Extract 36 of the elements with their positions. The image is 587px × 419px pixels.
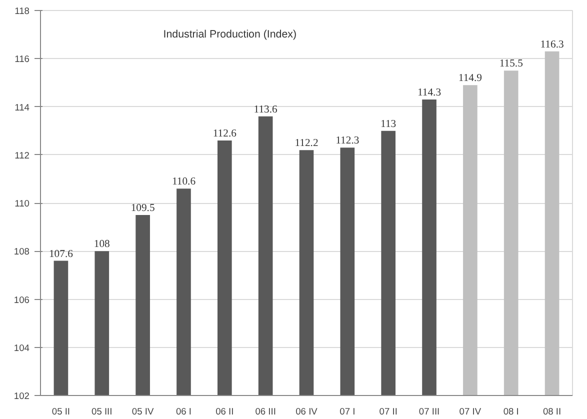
y-tick-label: 104 (14, 342, 30, 353)
data-label: 113 (380, 118, 396, 130)
x-tick-label: 08 I (503, 406, 519, 416)
x-tick-label: 07 II (379, 406, 398, 416)
x-tick-label: 05 II (52, 406, 70, 416)
data-label: 114.3 (417, 88, 442, 99)
data-label: 109.5 (130, 203, 155, 214)
x-tick-label: 06 II (216, 406, 234, 416)
y-tick-label: 114 (14, 102, 30, 112)
data-label: 112.6 (212, 128, 238, 140)
data-label: 114.9 (458, 73, 482, 84)
x-tick-label: 06 IV (296, 406, 318, 416)
y-tick-label: 108 (14, 246, 30, 257)
y-tick-label: 116 (14, 54, 30, 64)
y-tick-label: 118 (14, 6, 30, 16)
data-label: 112.3 (336, 136, 360, 147)
y-tick-label: 102 (14, 391, 30, 401)
x-tick-label: 07 III (418, 406, 440, 416)
data-label: 108 (94, 239, 110, 250)
x-tick-label: 05 IV (132, 406, 154, 416)
data-label: 116.3 (540, 39, 564, 50)
x-tick-label: 06 III (255, 406, 276, 416)
text: Industrial Production (Index) (163, 28, 297, 40)
x-tick-label: 06 I (176, 406, 192, 416)
x-tick-label: 05 III (92, 406, 112, 416)
x-tick-label: 08 II (542, 406, 562, 416)
y-tick-label: 106 (14, 294, 30, 305)
y-tick-label: 112 (14, 150, 30, 160)
data-label: 113.6 (254, 104, 278, 116)
data-label: 107.6 (48, 248, 74, 260)
data-label: 115.5 (499, 58, 523, 70)
x-tick-label: 07 IV (459, 406, 482, 416)
data-label: 110.6 (172, 176, 196, 188)
data-label: 112.2 (294, 138, 318, 150)
x-tick-label: 07 I (340, 406, 356, 416)
y-tick-label: 110 (14, 198, 30, 208)
